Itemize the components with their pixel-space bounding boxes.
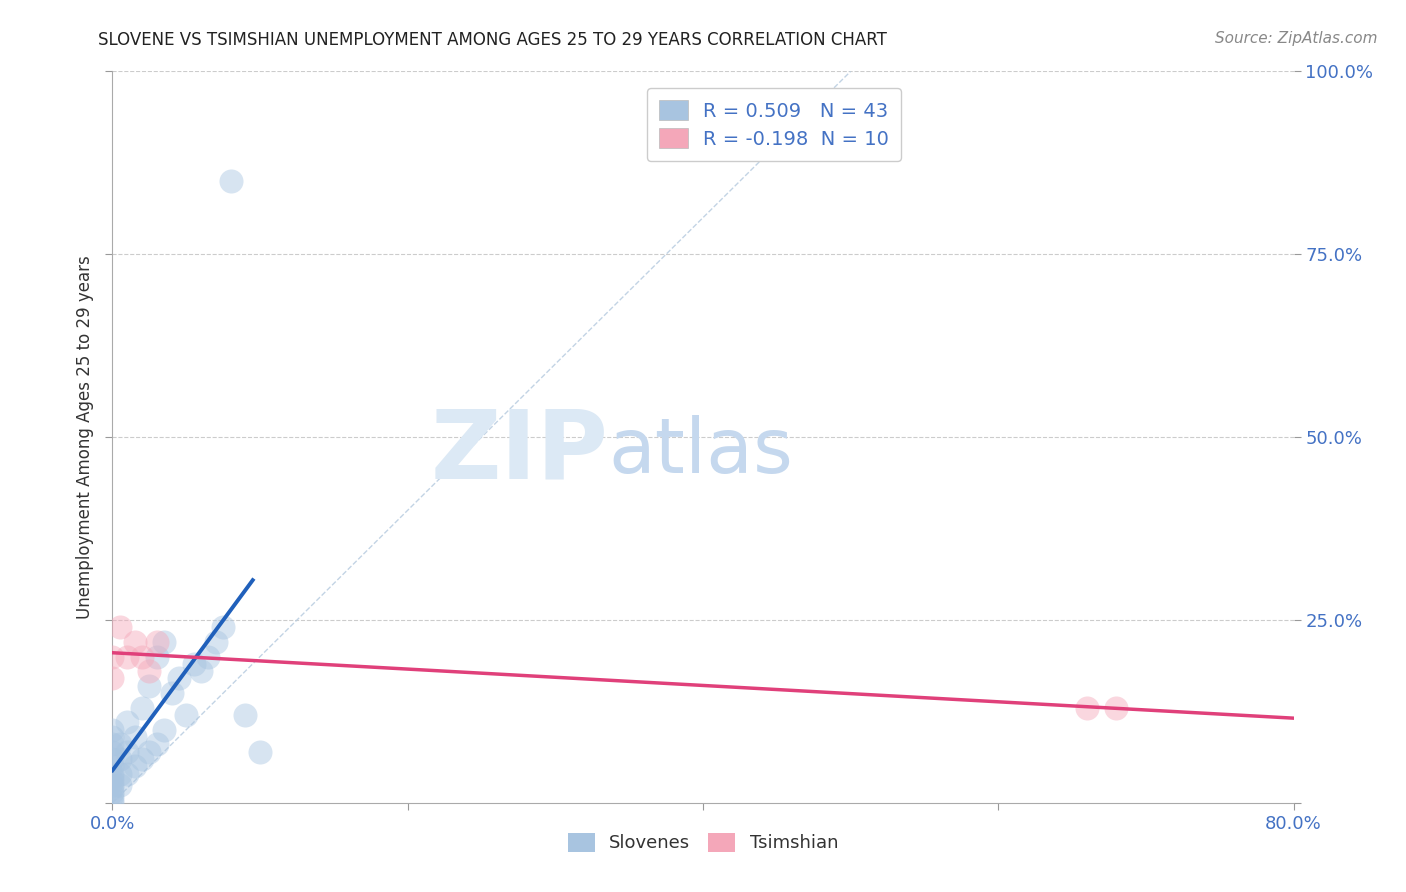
Point <box>108 620 131 634</box>
Point <box>183 657 205 671</box>
Point <box>131 752 153 766</box>
Point <box>138 679 160 693</box>
Point <box>108 778 131 792</box>
Point <box>117 766 138 780</box>
Point <box>1076 700 1098 714</box>
Point <box>160 686 183 700</box>
Point <box>212 620 235 634</box>
Point <box>101 752 124 766</box>
Point <box>101 766 124 780</box>
Point <box>167 672 190 686</box>
Point <box>153 635 176 649</box>
Point <box>101 792 124 806</box>
Point <box>190 664 212 678</box>
Text: ZIP: ZIP <box>430 405 609 499</box>
Point <box>138 745 160 759</box>
Point <box>205 635 228 649</box>
Point <box>101 745 124 759</box>
Point <box>117 745 138 759</box>
Point <box>101 672 124 686</box>
Text: SLOVENE VS TSIMSHIAN UNEMPLOYMENT AMONG AGES 25 TO 29 YEARS CORRELATION CHART: SLOVENE VS TSIMSHIAN UNEMPLOYMENT AMONG … <box>98 31 887 49</box>
Point <box>153 723 176 737</box>
Text: atlas: atlas <box>609 415 793 489</box>
Point <box>101 773 124 788</box>
Point <box>101 770 124 784</box>
Point <box>101 723 124 737</box>
Point <box>131 700 153 714</box>
Point <box>138 664 160 678</box>
Text: Source: ZipAtlas.com: Source: ZipAtlas.com <box>1215 31 1378 46</box>
Legend: Slovenes, Tsimshian: Slovenes, Tsimshian <box>561 826 845 860</box>
Point <box>117 649 138 664</box>
Point <box>101 789 124 803</box>
Point <box>1105 700 1128 714</box>
Point <box>101 785 124 799</box>
Point <box>101 649 124 664</box>
Point <box>101 737 124 751</box>
Point <box>197 649 219 664</box>
Point <box>131 649 153 664</box>
Point <box>101 796 124 810</box>
Point <box>117 715 138 730</box>
Point <box>146 737 169 751</box>
Point <box>101 759 124 773</box>
Point <box>108 752 131 766</box>
Point <box>146 649 169 664</box>
Point <box>219 174 242 188</box>
Point <box>101 730 124 744</box>
Point <box>174 708 197 723</box>
Point <box>124 635 146 649</box>
Point <box>101 778 124 792</box>
Point <box>108 766 131 780</box>
Point <box>124 730 146 744</box>
Point <box>101 781 124 796</box>
Point <box>249 745 271 759</box>
Y-axis label: Unemployment Among Ages 25 to 29 years: Unemployment Among Ages 25 to 29 years <box>76 255 94 619</box>
Point <box>108 737 131 751</box>
Point <box>146 635 169 649</box>
Point <box>124 759 146 773</box>
Point <box>233 708 256 723</box>
